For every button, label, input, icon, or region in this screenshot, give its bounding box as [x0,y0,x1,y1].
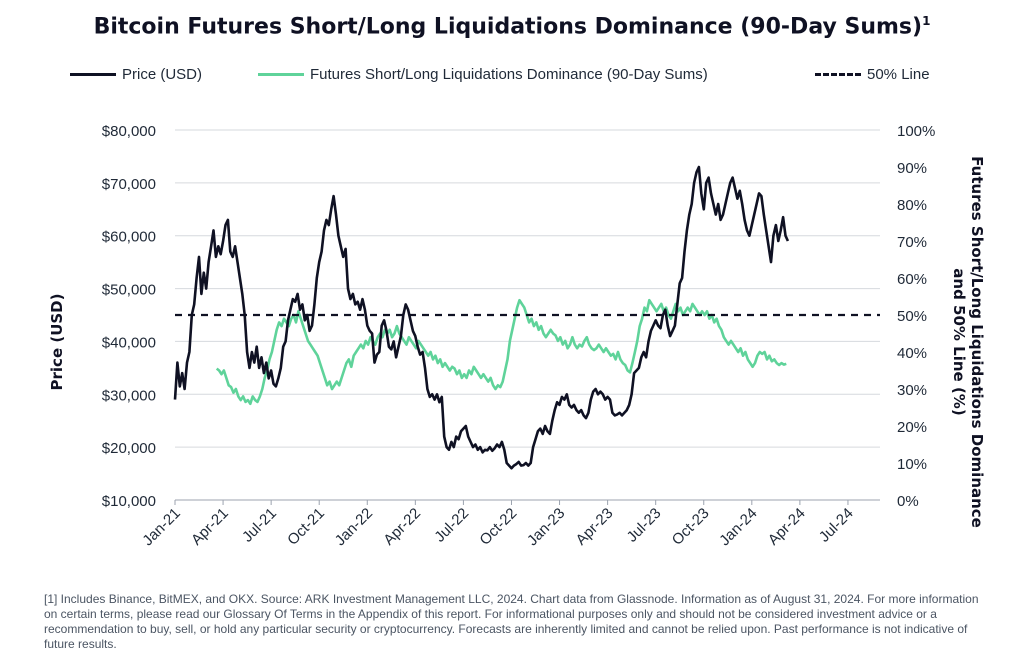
legend-label-price: Price (USD) [122,66,203,83]
right-tick-label-6: 60% [897,271,927,288]
right-axis-ticks: 0% 10% 20% 30% 40% 50% 60% 70% 80% 90% 100% [897,123,935,510]
right-tick-label-2: 20% [897,419,927,436]
x-tick-label-9: Apr-23 [573,505,617,549]
legend-label-50pct: 50% Line [867,66,930,83]
right-tick-label-5: 50% [897,308,927,325]
x-tick-label-2: Jul-21 [239,505,280,546]
legend-item-50pct: 50% Line [815,66,930,83]
x-tick-label-1: Apr-21 [188,505,232,549]
left-axis-ticks: $10,000 $20,000 $30,000 $40,000 $50,000 $60,0… [102,123,156,510]
x-tick-label-8: Jan-23 [524,505,568,549]
footnote: [1] Includes Binance, BitMEX, and OKX. S… [44,592,979,651]
x-tick-label-3: Oct-21 [284,505,328,549]
right-axis-title-line1: Futures Short/Long Liquidations Dominanc… [968,156,986,528]
legend-item-price: Price (USD) [70,66,202,83]
series-line-price [173,165,790,470]
x-tick-label-0: Jan-21 [139,505,183,549]
x-tick-label-4: Jan-22 [332,505,376,549]
grid-layer [175,129,880,501]
legend-swatch-50pct [815,73,861,76]
right-tick-label-10: 100% [897,123,935,140]
x-tick-label-5: Apr-22 [380,505,424,549]
chart-title-text: Bitcoin Futures Short/Long Liquidations … [93,14,923,40]
x-tick-label-10: Jul-23 [624,505,665,546]
left-tick-label-7: $80,000 [102,123,156,140]
legend-swatch-price [70,73,116,76]
x-tick-label-11: Oct-23 [669,505,713,549]
x-axis-ticks: Jan-21 Apr-21 Jul-21 Oct-21 Jan-22 Apr-22 Jul-… [139,500,857,549]
left-tick-label-6: $70,000 [102,176,156,193]
right-tick-label-1: 10% [897,456,927,473]
left-tick-label-4: $50,000 [102,282,156,299]
title-superscript: 1 [922,14,931,28]
left-tick-label-3: $40,000 [102,334,156,351]
series-line-dominance [215,298,787,406]
right-tick-label-7: 70% [897,234,927,251]
legend-label-dominance: Futures Short/Long Liquidations Dominanc… [310,66,708,83]
x-tick-label-12: Jan-24 [716,505,760,549]
chart-title: Bitcoin Futures Short/Long Liquidations … [0,14,1024,39]
legend: Price (USD) Futures Short/Long Liquidati… [70,66,970,90]
legend-swatch-dominance [258,73,304,76]
right-tick-label-9: 90% [897,160,927,177]
series-layer [173,165,880,470]
right-axis-title-line2: and 50% Line (%) [950,268,968,415]
right-tick-label-3: 30% [897,382,927,399]
right-tick-label-4: 40% [897,345,927,362]
right-tick-label-8: 80% [897,197,927,214]
x-tick-label-13: Apr-24 [765,505,809,549]
right-tick-label-0: 0% [897,493,919,510]
legend-item-dominance: Futures Short/Long Liquidations Dominanc… [258,66,708,83]
left-axis-title: Price (USD) [48,294,66,391]
left-tick-label-5: $60,000 [102,229,156,246]
left-tick-label-2: $30,000 [102,387,156,404]
left-tick-label-1: $20,000 [102,440,156,457]
x-tick-label-14: Jul-24 [816,505,857,546]
left-tick-label-0: $10,000 [102,493,156,510]
x-tick-label-6: Jul-22 [431,505,472,546]
x-tick-label-7: Oct-22 [476,505,520,549]
